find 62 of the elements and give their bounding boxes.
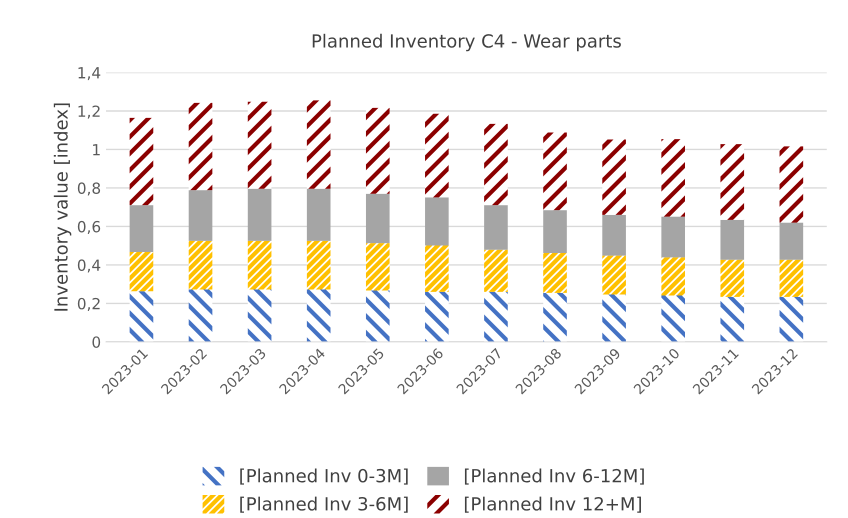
bar bbox=[425, 197, 449, 246]
bar bbox=[306, 188, 331, 241]
bar bbox=[248, 102, 272, 189]
legend-label: [Planned Inv 6-12M] bbox=[464, 468, 644, 485]
bar bbox=[780, 222, 804, 260]
bar bbox=[484, 250, 508, 292]
bar bbox=[188, 190, 212, 241]
bar bbox=[188, 240, 212, 290]
bar bbox=[780, 260, 804, 297]
bar bbox=[543, 210, 567, 253]
bar bbox=[661, 139, 686, 217]
bar bbox=[366, 243, 390, 291]
bar bbox=[366, 290, 390, 342]
bar bbox=[661, 216, 686, 258]
bar bbox=[188, 102, 212, 190]
bar bbox=[306, 100, 331, 189]
bar bbox=[602, 139, 626, 215]
bar bbox=[720, 296, 744, 342]
bar bbox=[306, 240, 331, 290]
y-tick-label: 1,2 bbox=[78, 105, 100, 119]
chart-title: Planned Inventory C4 - Wear parts bbox=[312, 34, 621, 52]
bar bbox=[543, 292, 567, 342]
y-tick-label: 0,2 bbox=[78, 298, 100, 311]
bar bbox=[130, 291, 154, 342]
bar bbox=[425, 245, 449, 292]
y-tick-label: 0 bbox=[92, 336, 100, 348]
bar bbox=[130, 205, 154, 252]
bar bbox=[602, 294, 626, 342]
bar bbox=[248, 240, 272, 290]
bar bbox=[425, 114, 449, 198]
bar bbox=[780, 296, 804, 342]
bar bbox=[366, 108, 390, 194]
y-tick-label: 1 bbox=[93, 144, 100, 156]
bar bbox=[306, 290, 331, 342]
bar bbox=[248, 188, 272, 241]
bar bbox=[366, 194, 390, 244]
bar bbox=[543, 252, 567, 293]
y-tick-label: 0,4 bbox=[78, 259, 100, 272]
bar bbox=[661, 296, 686, 342]
legend-label: [Planned Inv 0-3M] bbox=[240, 468, 408, 485]
bar bbox=[248, 290, 272, 342]
y-tick-label: 1,4 bbox=[78, 67, 100, 80]
legend-label: [Planned Inv 3-6M] bbox=[240, 496, 408, 513]
bar bbox=[720, 144, 744, 220]
bar bbox=[484, 292, 508, 342]
y-axis-title: Inventory value [index] bbox=[54, 103, 72, 311]
bar bbox=[484, 205, 508, 250]
bar bbox=[780, 146, 804, 223]
bar bbox=[484, 124, 508, 206]
bar bbox=[720, 220, 744, 260]
bar bbox=[425, 292, 449, 342]
y-tick-label: 0,8 bbox=[78, 182, 100, 196]
bar bbox=[130, 252, 154, 292]
bar bbox=[188, 290, 212, 342]
bar bbox=[602, 214, 626, 256]
bar bbox=[661, 257, 686, 296]
legend-label: [Planned Inv 12+M] bbox=[464, 496, 641, 513]
bar bbox=[130, 118, 154, 206]
bar bbox=[543, 132, 567, 210]
y-tick-label: 0,6 bbox=[78, 220, 100, 234]
bar bbox=[602, 256, 626, 295]
bar bbox=[720, 260, 744, 297]
